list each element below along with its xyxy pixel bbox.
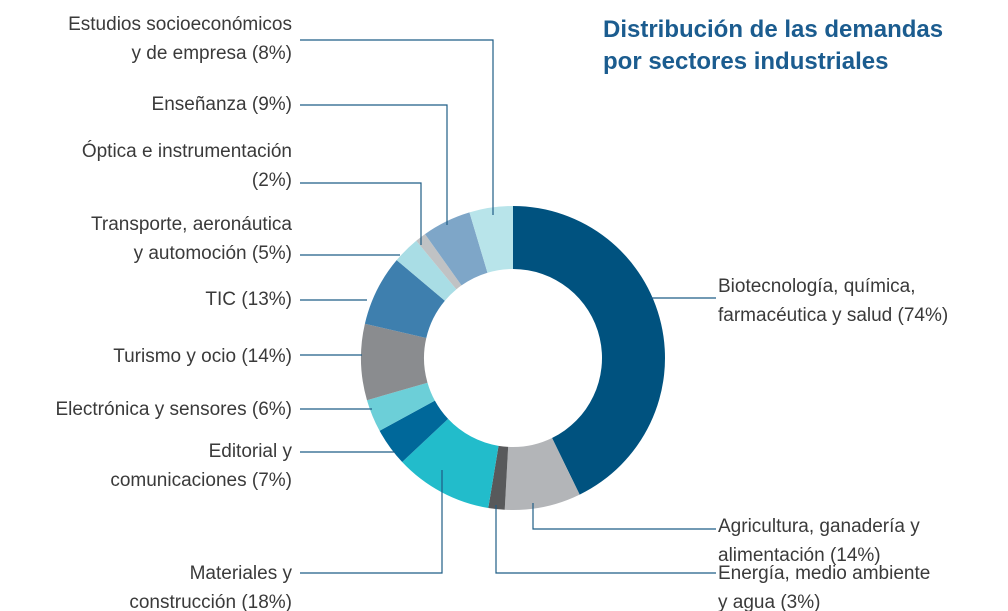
donut-slice (361, 323, 428, 401)
leader-line (300, 39, 494, 215)
slice-label: Agricultura, ganadería y alimentación (1… (718, 512, 920, 570)
value-label: (74%) (897, 305, 949, 326)
slice-label: Materiales y construcción (18%) (129, 559, 292, 611)
category-label: Electrónica y sensores (55, 399, 247, 420)
donut-slice (396, 240, 457, 301)
slice-label: Enseñanza (9%) (152, 90, 292, 119)
value-label: (9%) (251, 94, 292, 115)
value-label: (18%) (241, 592, 292, 611)
slice-label: Biotecnología, química, farmacéutica y s… (718, 272, 948, 330)
slice-label: TIC (13%) (205, 285, 292, 314)
donut-slice (366, 382, 435, 431)
value-label: (6%) (251, 399, 292, 420)
category-label: Editorial y comunicaciones (110, 441, 292, 491)
donut-slice (488, 445, 509, 510)
category-label: Estudios socioeconómicos y de empresa (68, 14, 292, 64)
donut-slice (513, 206, 665, 495)
value-label: (8%) (251, 43, 292, 64)
donut-slice (379, 400, 449, 463)
value-label: (5%) (251, 243, 292, 264)
category-label: Biotecnología, química, farmacéutica y s… (718, 276, 916, 326)
slice-label: Transporte, aeronáutica y automoción (5%… (91, 210, 292, 268)
category-label: Materiales y construcción (129, 563, 292, 611)
donut-slice (504, 437, 580, 510)
value-label: (3%) (780, 592, 821, 611)
value-label: (13%) (241, 289, 292, 310)
leader-line (532, 503, 716, 530)
category-label: Agricultura, ganadería y alimentación (718, 516, 920, 566)
value-label: (2%) (251, 170, 292, 191)
slice-label: Estudios socioeconómicos y de empresa (8… (68, 10, 292, 68)
category-label: Transporte, aeronáutica y automoción (90, 214, 292, 264)
donut-slice (469, 206, 513, 273)
category-label: Óptica e instrumentación (81, 141, 292, 162)
slice-label: Electrónica y sensores (6%) (55, 395, 292, 424)
value-label: (14%) (829, 545, 881, 566)
category-label: TIC (205, 289, 237, 310)
chart-title: Distribución de las demandas por sectore… (603, 16, 944, 75)
slice-label: Turismo y ocio (14%) (113, 342, 292, 371)
value-label: (14%) (241, 346, 292, 367)
donut-slice (425, 212, 488, 286)
slice-label: Energía, medio ambiente y agua (3%) (718, 559, 930, 611)
value-label: (7%) (251, 470, 292, 491)
leader-line (300, 104, 448, 225)
category-label: Enseñanza (151, 94, 247, 115)
category-label: Turismo y ocio (113, 346, 237, 367)
leader-line (300, 470, 443, 574)
leader-line (495, 505, 716, 574)
category-label: Energía, medio ambiente y agua (718, 563, 931, 611)
donut-slice (402, 418, 499, 508)
donut-slice (364, 260, 445, 338)
slice-label: Editorial y comunicaciones (7%) (110, 437, 292, 495)
donut-slice (416, 234, 462, 290)
slice-label: Óptica e instrumentación (2%) (82, 137, 292, 195)
leader-line (300, 182, 422, 245)
